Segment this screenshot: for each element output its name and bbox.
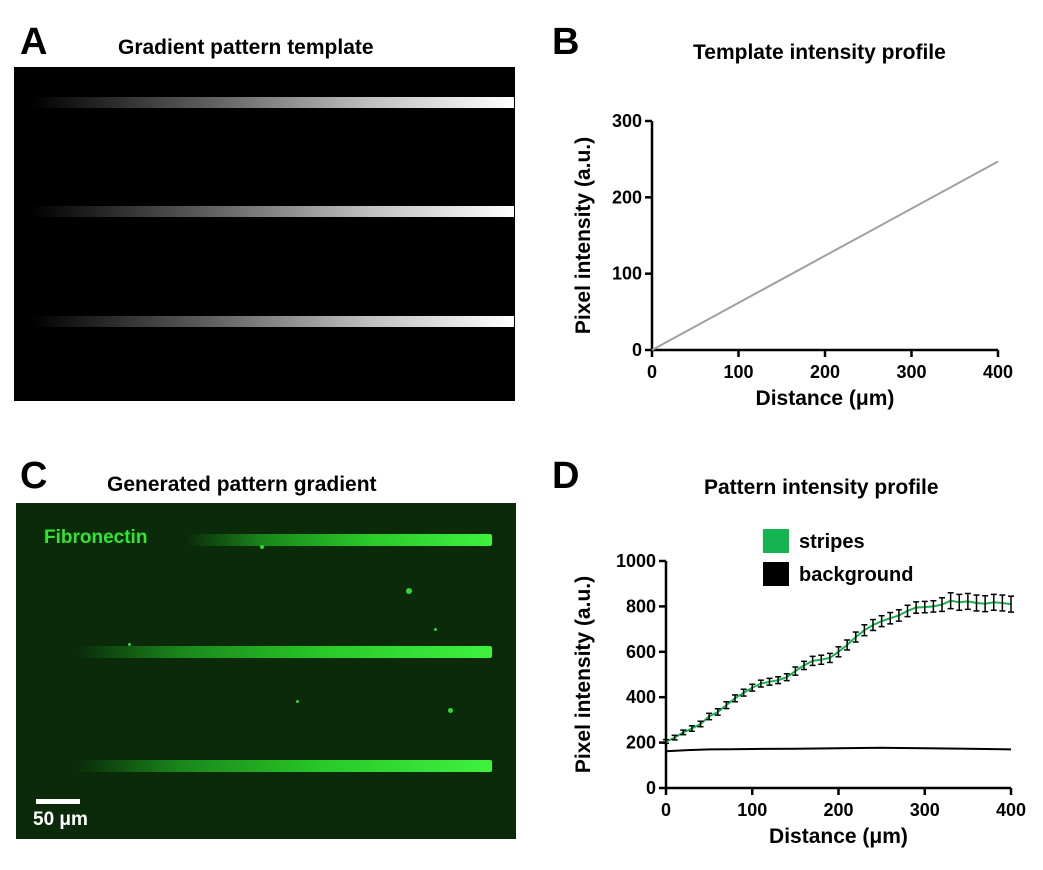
debris-dot <box>296 700 299 703</box>
scale-bar <box>36 799 80 804</box>
y-tick-label: 0 <box>646 778 656 798</box>
fibronectin-stripe <box>76 760 492 772</box>
pattern-intensity-chart: 0 200 400 600 800 1000 0 100 200 300 400 Distance (… <box>572 529 1026 848</box>
panel-a-letter: A <box>20 21 48 63</box>
x-axis-label: Distance (μm) <box>769 825 908 848</box>
series-line-stripes <box>665 599 1012 743</box>
x-tick-label: 100 <box>723 362 753 382</box>
x-tick-label: 200 <box>810 362 840 382</box>
panel-a-title: Gradient pattern template <box>118 36 374 59</box>
y-tick-label: 0 <box>632 340 642 360</box>
template-intensity-chart: 0 100 200 300 0 100 200 300 400 Distance (μm) Pixe… <box>572 111 1013 410</box>
debris-dot <box>260 545 264 549</box>
legend-label-stripes: stripes <box>799 531 865 553</box>
y-tick-label: 1000 <box>616 551 656 571</box>
x-tick-label: 400 <box>983 362 1013 382</box>
debris-dot <box>128 643 131 646</box>
y-axis-label: Pixel intensity (a.u.) <box>572 137 595 334</box>
fibronectin-pattern-image: Fibronectin 50 μm <box>16 503 516 839</box>
debris-dot <box>406 588 412 594</box>
x-tick-label: 0 <box>661 800 671 820</box>
panel-c-letter: C <box>20 455 48 497</box>
legend-label-background: background <box>799 564 913 586</box>
y-tick-label: 800 <box>626 596 656 616</box>
template-stripe <box>30 316 514 327</box>
y-axis-label: Pixel intensity (a.u.) <box>572 576 595 773</box>
x-tick-label: 400 <box>996 800 1026 820</box>
panel-d-letter: D <box>552 455 580 497</box>
panel-d-title: Pattern intensity profile <box>704 476 939 499</box>
panel-c-title: Generated pattern gradient <box>107 473 377 496</box>
panel-b-title: Template intensity profile <box>693 41 946 64</box>
debris-dot <box>448 708 453 713</box>
x-tick-label: 100 <box>737 800 767 820</box>
y-tick-label: 300 <box>612 111 642 131</box>
template-stripe <box>30 206 514 217</box>
x-tick-label: 300 <box>896 362 926 382</box>
x-tick-label: 0 <box>647 362 657 382</box>
y-tick-label: 200 <box>626 733 656 753</box>
debris-dot <box>434 628 437 631</box>
series-line-0 <box>651 160 999 351</box>
y-tick-label: 200 <box>612 187 642 207</box>
x-axis-label: Distance (μm) <box>756 387 895 410</box>
template-stripe <box>30 97 514 108</box>
y-tick-label: 400 <box>626 687 656 707</box>
debris-dot <box>396 765 401 770</box>
x-tick-label: 300 <box>910 800 940 820</box>
gradient-template-image <box>14 67 515 401</box>
fibronectin-stripe <box>186 534 492 546</box>
panel-b-letter: B <box>552 21 580 63</box>
legend-swatch-background <box>763 562 789 586</box>
fibronectin-stripe <box>76 646 492 658</box>
y-tick-label: 600 <box>626 642 656 662</box>
scale-bar-label: 50 μm <box>33 809 88 830</box>
y-tick-label: 100 <box>612 264 642 284</box>
x-tick-label: 200 <box>823 800 853 820</box>
fibronectin-label: Fibronectin <box>44 527 148 548</box>
series-line-background <box>665 746 1012 753</box>
legend-swatch-stripes <box>763 529 789 553</box>
